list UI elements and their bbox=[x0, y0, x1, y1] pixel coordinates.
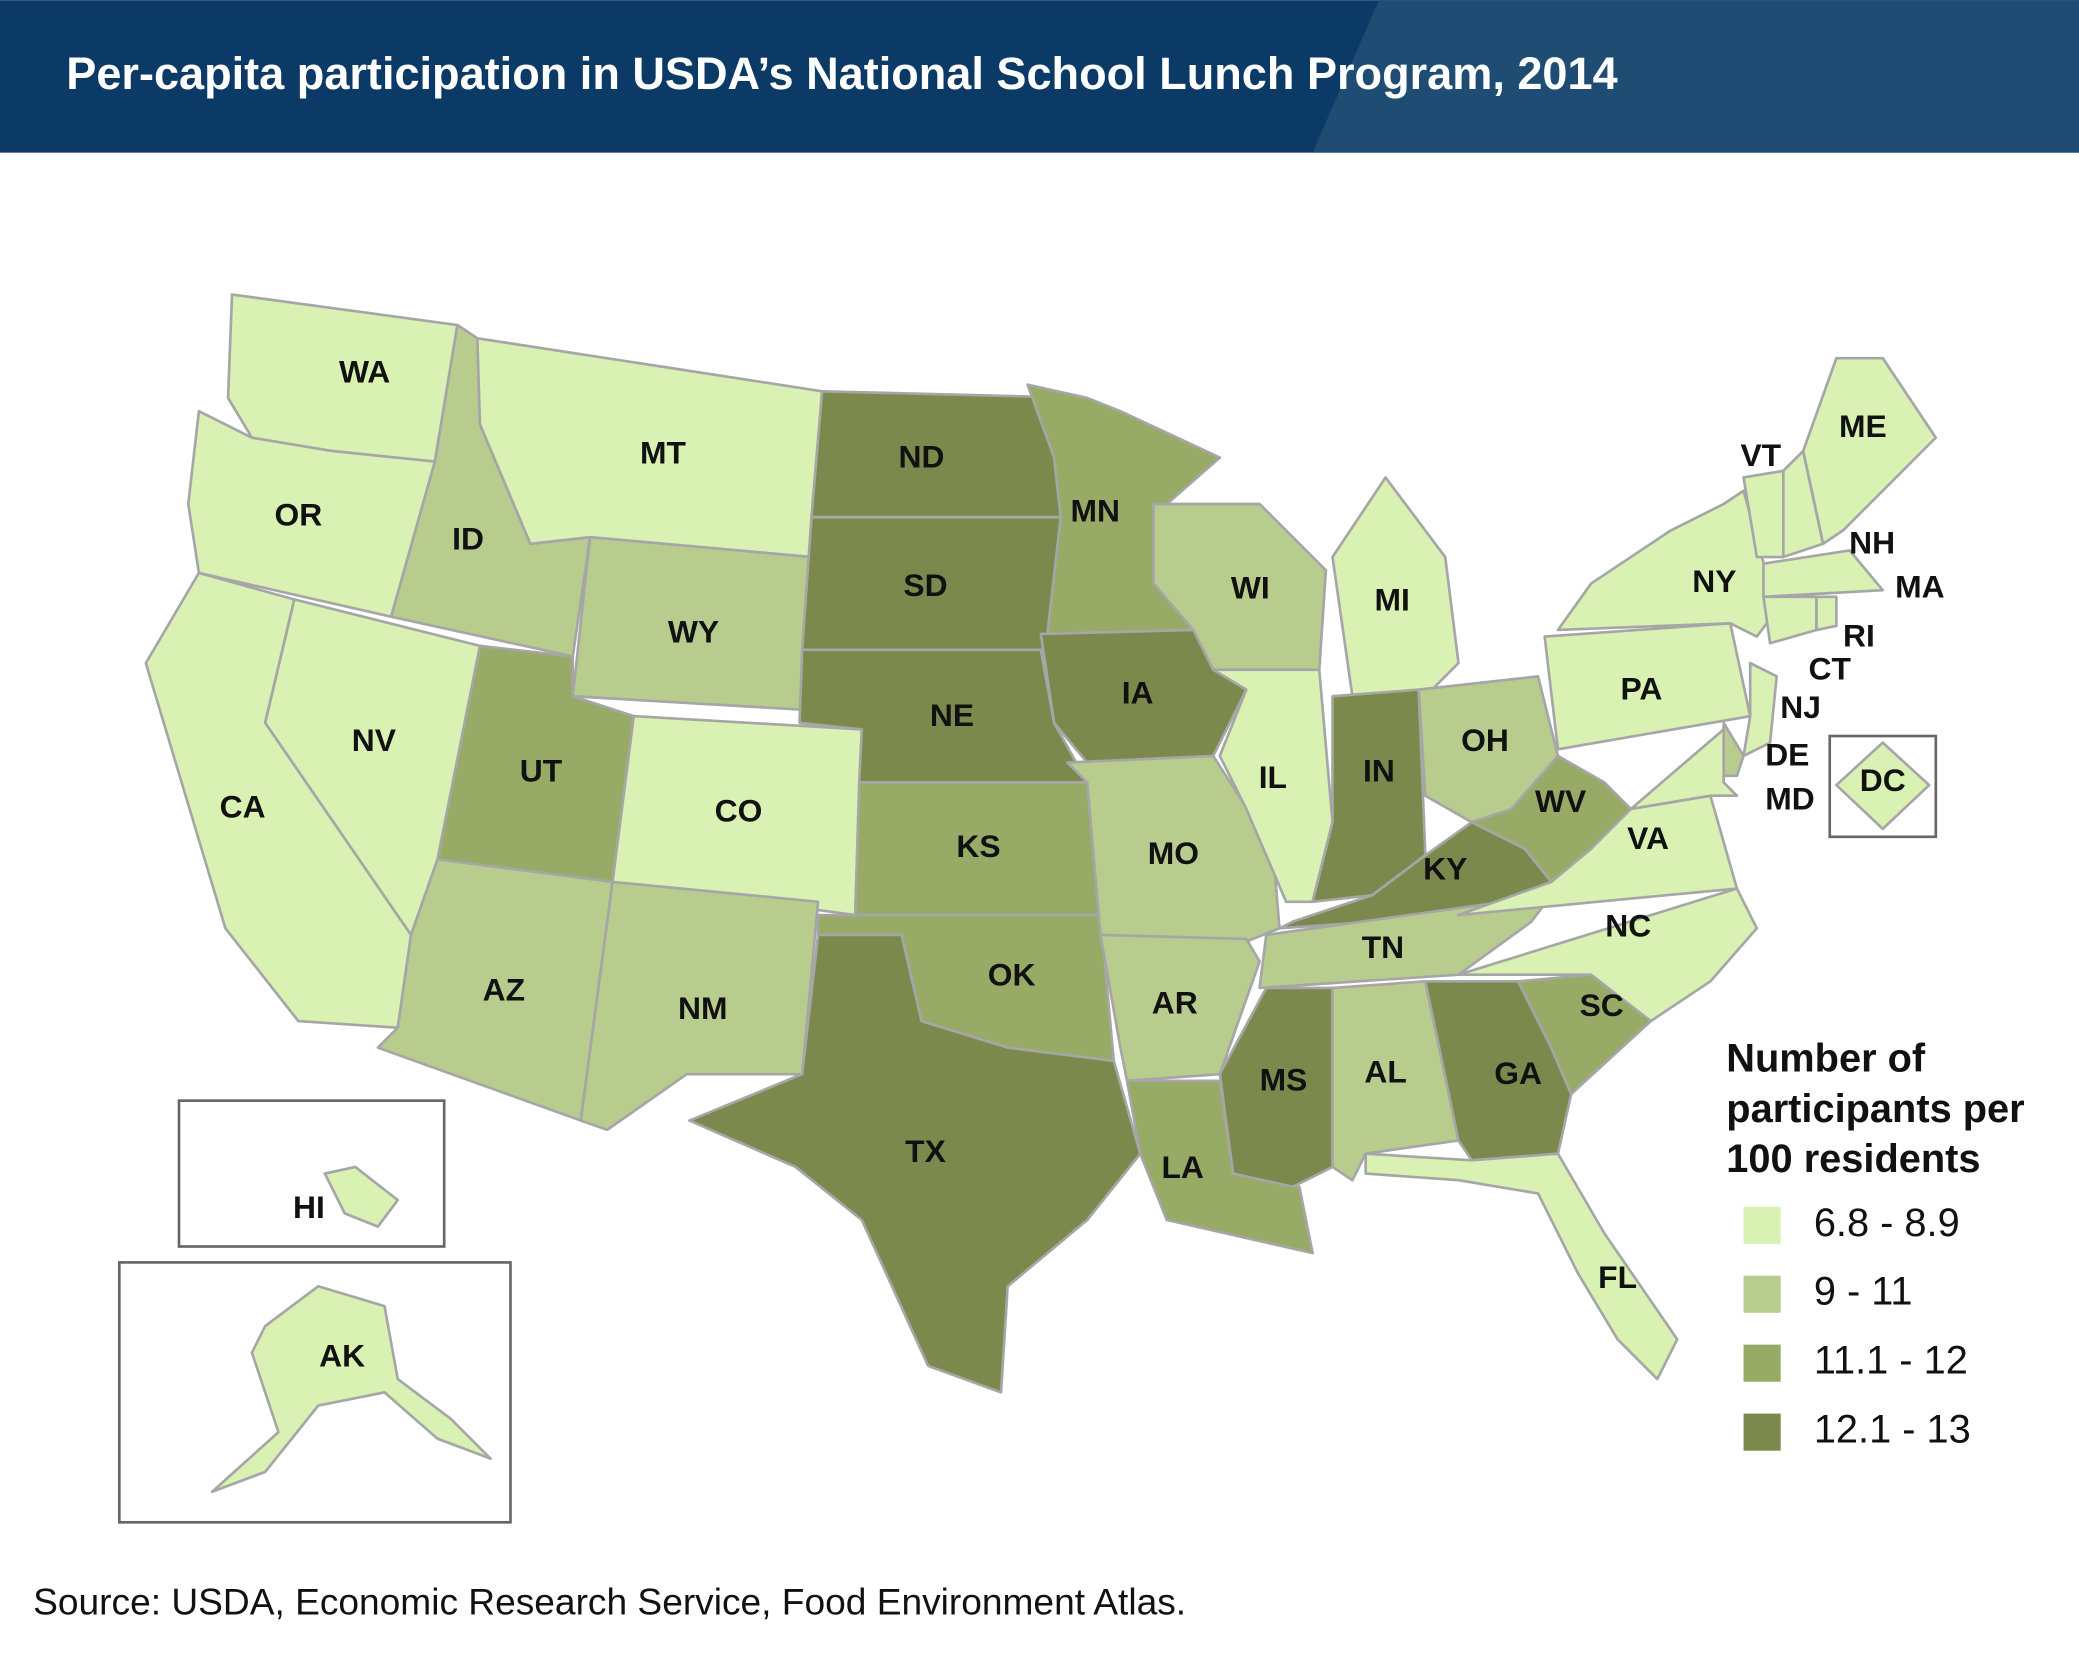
state-shape bbox=[688, 933, 1142, 1394]
state-shape bbox=[1556, 489, 1779, 638]
title: Per-capita participation in USDA’s Natio… bbox=[66, 48, 1617, 99]
state-shape bbox=[1762, 549, 1885, 599]
state-label: WA bbox=[339, 353, 390, 389]
state-label: NY bbox=[1692, 563, 1736, 599]
state-label: KS bbox=[956, 828, 1000, 864]
state-label: CO bbox=[715, 792, 763, 828]
state-label: MA bbox=[1895, 568, 1945, 604]
state-label: LA bbox=[1161, 1149, 1203, 1185]
legend-title: 100 residents bbox=[1726, 1137, 1980, 1181]
state-label: MI bbox=[1375, 582, 1410, 618]
dc-inset bbox=[1828, 734, 1938, 839]
state-label: WV bbox=[1535, 783, 1586, 819]
state-shape bbox=[1211, 668, 1334, 904]
state-label: NH bbox=[1849, 525, 1895, 561]
state-label: CT bbox=[1809, 650, 1852, 686]
state-label: CA bbox=[220, 788, 266, 824]
state-label: NE bbox=[930, 697, 974, 733]
state-label: VT bbox=[1740, 437, 1781, 473]
state-label: MD bbox=[1765, 780, 1814, 816]
state-label: WI bbox=[1231, 570, 1270, 606]
state-shape bbox=[1629, 728, 1739, 811]
state-shape bbox=[1762, 595, 1818, 645]
state-label: TN bbox=[1362, 929, 1404, 965]
state-label: SC bbox=[1580, 987, 1624, 1023]
state-label: IA bbox=[1122, 674, 1154, 710]
state-shape bbox=[1835, 741, 1931, 831]
legend-title: participants per bbox=[1726, 1087, 2024, 1131]
state-shape bbox=[1722, 721, 1745, 778]
state-label: MO bbox=[1148, 835, 1199, 871]
title-bar-accent bbox=[1312, 0, 2079, 153]
state-label: MS bbox=[1260, 1062, 1308, 1098]
state-label: MT bbox=[640, 434, 687, 470]
state-shape bbox=[1801, 356, 1938, 546]
state-shape bbox=[1742, 661, 1779, 758]
legend-swatch bbox=[1743, 1275, 1781, 1313]
state-shape bbox=[1066, 754, 1281, 943]
state-shape bbox=[1364, 1152, 1679, 1381]
state-label: NV bbox=[352, 722, 396, 758]
state-shape bbox=[323, 1165, 400, 1228]
state-label: RI bbox=[1843, 617, 1875, 653]
state-label: OR bbox=[274, 497, 322, 533]
state-label: WY bbox=[668, 613, 719, 649]
state-label: DE bbox=[1765, 737, 1809, 773]
legend-label: 11.1 - 12 bbox=[1814, 1339, 1968, 1383]
state-label: PA bbox=[1621, 670, 1663, 706]
state-label: AZ bbox=[483, 971, 525, 1007]
state-label: KY bbox=[1423, 851, 1467, 887]
state-label: FL bbox=[1598, 1259, 1637, 1295]
state-label: IN bbox=[1363, 753, 1395, 789]
state-label: ND bbox=[899, 438, 945, 474]
legend-swatch bbox=[1743, 1344, 1781, 1382]
state-label: VA bbox=[1627, 820, 1669, 856]
state-label: TX bbox=[905, 1133, 946, 1169]
state-label: ID bbox=[452, 521, 484, 557]
state-label: MN bbox=[1070, 493, 1119, 529]
legend-title: Number of bbox=[1726, 1036, 1926, 1080]
state-shape bbox=[1815, 595, 1838, 632]
source: Source: USDA, Economic Research Service,… bbox=[33, 1580, 1186, 1622]
state-label: UT bbox=[520, 753, 563, 789]
state-label: DC bbox=[1860, 762, 1906, 798]
state-label: SD bbox=[903, 567, 947, 603]
state-label: NC bbox=[1605, 908, 1651, 944]
state-label: ME bbox=[1839, 408, 1887, 444]
state-shape bbox=[210, 1284, 492, 1494]
state-label: OK bbox=[988, 957, 1036, 993]
legend-label: 6.8 - 8.9 bbox=[1814, 1201, 1960, 1245]
legend-label: 12.1 - 13 bbox=[1814, 1408, 1971, 1452]
state-label: AL bbox=[1364, 1054, 1406, 1090]
legend-swatch bbox=[1743, 1206, 1781, 1244]
state-label: AR bbox=[1152, 985, 1198, 1021]
state-label: GA bbox=[1494, 1055, 1542, 1091]
state-shape bbox=[579, 880, 820, 1132]
legend-swatch bbox=[1743, 1413, 1781, 1451]
state-label: HI bbox=[293, 1189, 325, 1225]
state-label: NM bbox=[678, 990, 727, 1026]
state-label: OH bbox=[1461, 722, 1509, 758]
hi-inset bbox=[177, 1099, 446, 1248]
state-label: IL bbox=[1259, 759, 1287, 795]
ak-inset bbox=[118, 1261, 512, 1524]
state-label: NJ bbox=[1780, 689, 1821, 725]
legend-label: 9 - 11 bbox=[1814, 1270, 1913, 1314]
state-label: AK bbox=[319, 1337, 365, 1373]
